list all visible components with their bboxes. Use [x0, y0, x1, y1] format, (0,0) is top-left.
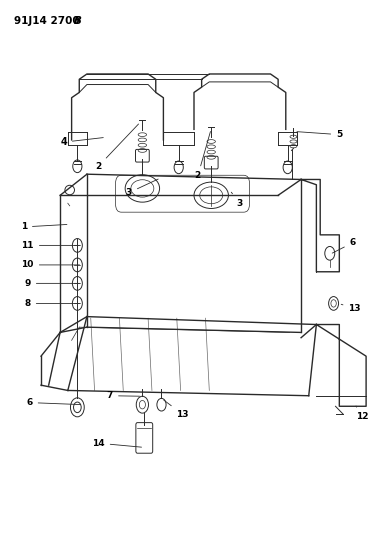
Text: 14: 14 — [92, 439, 142, 448]
Text: 7: 7 — [107, 391, 140, 400]
FancyBboxPatch shape — [135, 149, 149, 162]
FancyBboxPatch shape — [204, 156, 218, 169]
Text: 6: 6 — [332, 238, 356, 253]
Text: 12: 12 — [356, 406, 369, 421]
Text: 13: 13 — [341, 304, 361, 313]
Text: 6: 6 — [26, 398, 81, 407]
Text: 1: 1 — [21, 222, 67, 231]
FancyBboxPatch shape — [136, 423, 153, 453]
Text: B: B — [74, 16, 81, 26]
Text: 2: 2 — [95, 124, 139, 171]
Text: 3: 3 — [126, 179, 158, 197]
Text: 5: 5 — [297, 130, 343, 139]
Text: 4: 4 — [60, 137, 103, 147]
Text: 91J14 2700: 91J14 2700 — [14, 16, 83, 26]
Text: 9: 9 — [24, 279, 80, 288]
Text: 10: 10 — [21, 261, 80, 269]
Text: 3: 3 — [231, 192, 243, 208]
Text: 2: 2 — [195, 132, 210, 180]
Text: 8: 8 — [24, 299, 80, 308]
Text: 13: 13 — [164, 400, 189, 419]
Text: 11: 11 — [21, 241, 80, 250]
